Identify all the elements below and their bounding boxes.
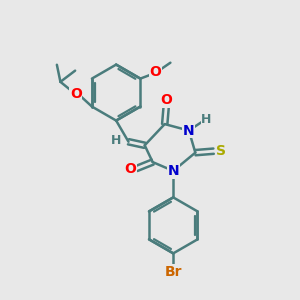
Text: O: O [160, 93, 172, 107]
Text: N: N [183, 124, 195, 138]
Text: Br: Br [164, 265, 182, 279]
Text: S: S [216, 144, 226, 158]
Text: O: O [150, 65, 162, 79]
Text: O: O [70, 87, 82, 101]
Text: N: N [167, 164, 179, 178]
Text: H: H [111, 134, 121, 147]
Text: H: H [201, 113, 212, 126]
Text: O: O [124, 161, 136, 176]
